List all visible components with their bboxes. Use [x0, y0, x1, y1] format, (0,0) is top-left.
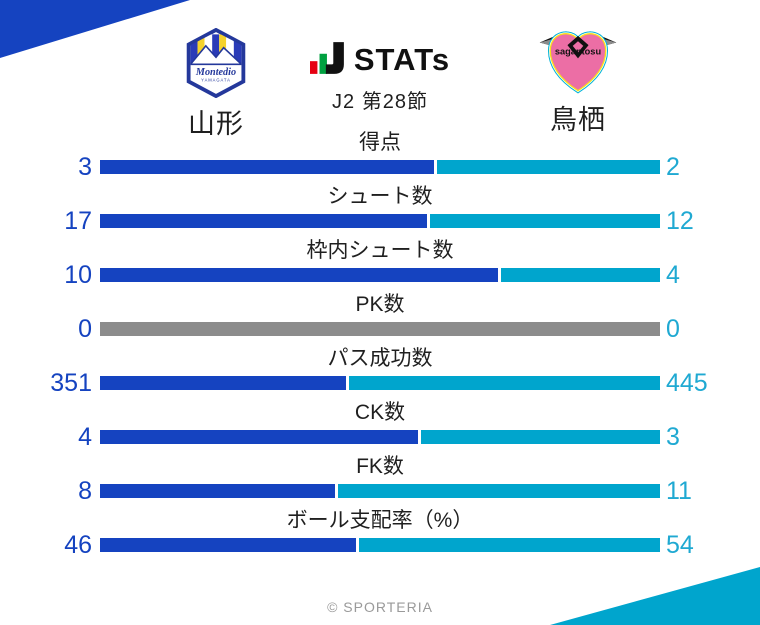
- home-bar-segment: [100, 376, 346, 390]
- stat-row: シュート数 17 12: [0, 182, 760, 236]
- home-bar-segment: [100, 322, 660, 336]
- home-value: 46: [64, 531, 92, 559]
- stat-row: 得点 3 2: [0, 128, 760, 182]
- stat-bar: [100, 214, 660, 228]
- stat-bar: [100, 376, 660, 390]
- bottom-right-corner-triangle: [550, 567, 760, 625]
- stat-bar: [100, 538, 660, 552]
- stat-label: FK数: [356, 455, 404, 478]
- stat-bar-line: 351 445: [0, 369, 760, 397]
- home-bar-segment: [100, 430, 419, 444]
- stat-label: 枠内シュート数: [306, 239, 454, 262]
- stat-bar-line: 3 2: [0, 153, 760, 181]
- home-value: 10: [64, 261, 92, 289]
- montedio-yamagata-crest-icon: Montedio YAMAGATA: [177, 27, 255, 103]
- home-value: 17: [64, 207, 92, 235]
- j-league-bar-chart-icon: [309, 41, 346, 79]
- away-team-header: sagantosu 鳥栖: [518, 28, 638, 135]
- home-value: 4: [78, 423, 92, 451]
- away-bar-segment: [421, 430, 660, 444]
- home-bar-segment: [100, 484, 335, 498]
- away-value: 12: [666, 207, 694, 235]
- stat-label: PK数: [355, 293, 405, 316]
- stat-bar: [100, 160, 660, 174]
- away-value: 3: [666, 423, 680, 451]
- away-team-name: 鳥栖: [550, 105, 606, 135]
- footer-credit: © SPORTERIA: [327, 599, 433, 615]
- away-value: 0: [666, 315, 680, 343]
- stat-bar: [100, 268, 660, 282]
- away-bar-segment: [359, 538, 660, 552]
- competition-label: J2 第28節: [332, 91, 428, 113]
- home-bar-segment: [100, 538, 357, 552]
- stat-row: CK数 4 3: [0, 398, 760, 452]
- stat-row: PK数 0 0: [0, 290, 760, 344]
- away-bar-segment: [429, 214, 660, 228]
- home-value: 8: [78, 477, 92, 505]
- stats-list: 得点 3 2 シュート数 17 12 枠内シュート数 10: [0, 128, 760, 560]
- stat-bar-line: 8 11: [0, 477, 760, 505]
- stat-label: シュート数: [327, 185, 433, 208]
- away-value: 2: [666, 153, 680, 181]
- stat-label: パス成功数: [327, 347, 433, 370]
- stat-label: ボール支配率（%）: [286, 509, 474, 532]
- stat-row: FK数 8 11: [0, 452, 760, 506]
- home-bar-segment: [100, 160, 435, 174]
- sagan-tosu-crest-icon: sagantosu: [534, 28, 622, 99]
- home-bar-segment: [100, 214, 427, 228]
- away-value: 4: [666, 261, 680, 289]
- svg-text:Montedio: Montedio: [195, 67, 236, 78]
- stat-bar-line: 46 54: [0, 531, 760, 559]
- stat-bar: [100, 484, 660, 498]
- stat-row: ボール支配率（%） 46 54: [0, 506, 760, 560]
- away-bar-segment: [337, 484, 660, 498]
- stat-row: 枠内シュート数 10 4: [0, 236, 760, 290]
- stat-label: 得点: [359, 131, 401, 154]
- stat-bar-line: 10 4: [0, 261, 760, 289]
- stat-row: パス成功数 351 445: [0, 344, 760, 398]
- stat-label: CK数: [354, 401, 406, 424]
- away-bar-segment: [500, 268, 660, 282]
- away-value: 11: [666, 477, 692, 505]
- svg-text:YAMAGATA: YAMAGATA: [201, 77, 231, 82]
- away-bar-segment: [348, 376, 660, 390]
- home-value: 351: [50, 369, 92, 397]
- svg-text:sagantosu: sagantosu: [555, 46, 602, 56]
- stat-bar-line: 17 12: [0, 207, 760, 235]
- stat-bar: [100, 430, 660, 444]
- stats-wordmark: STATs: [353, 42, 451, 77]
- home-bar-segment: [100, 268, 498, 282]
- stats-brand-block: STATs J2 第28節: [270, 41, 490, 114]
- away-value: 54: [666, 531, 694, 559]
- stat-bar: [100, 322, 660, 336]
- stat-bar-line: 4 3: [0, 423, 760, 451]
- home-team-header: Montedio YAMAGATA 山形: [156, 27, 276, 139]
- away-bar-segment: [437, 160, 660, 174]
- stat-bar-line: 0 0: [0, 315, 760, 343]
- home-value: 0: [78, 315, 92, 343]
- home-team-name: 山形: [188, 109, 244, 139]
- away-value: 445: [666, 369, 708, 397]
- home-value: 3: [78, 153, 92, 181]
